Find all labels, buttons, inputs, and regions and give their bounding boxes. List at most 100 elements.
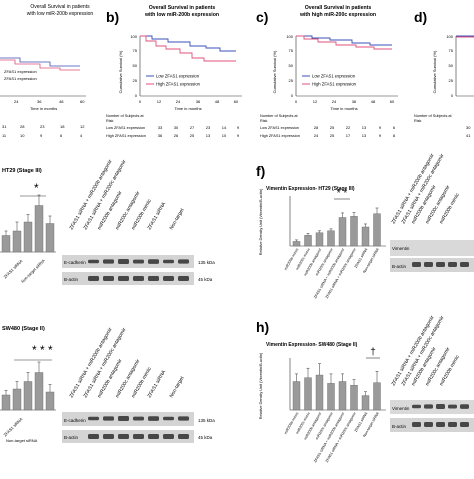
- svg-text:0: 0: [295, 99, 298, 104]
- panel-g-bars: [1, 361, 55, 411]
- panel-c: c) Overall Survival in patients with hig…: [256, 5, 398, 138]
- blot-band: [163, 416, 174, 421]
- svg-text:31: 31: [2, 124, 7, 129]
- blot-band: [88, 416, 99, 421]
- panel-g-ecad-bands: [88, 416, 189, 421]
- panel-b-legend-high: High ZFAS1 expression: [156, 82, 201, 87]
- panel-e-blot-label-actin: B-actin: [64, 277, 79, 282]
- svg-text:9: 9: [379, 125, 382, 130]
- bar: [338, 381, 347, 411]
- svg-text:11: 11: [2, 133, 7, 138]
- panel-c-low-curve: [296, 35, 392, 46]
- panel-h-lane-labels: ZFAS1 siRNA + miR200b antagomir ZFAS1 si…: [391, 315, 462, 387]
- panel-d-letter: d): [414, 9, 427, 25]
- panel-c-xlabel: Time in months: [330, 106, 357, 111]
- svg-text:23: 23: [40, 124, 45, 129]
- panel-a-xlabel: Time in months: [30, 106, 57, 111]
- svg-text:9: 9: [379, 133, 382, 138]
- panel-g-significance: * * *: [32, 343, 53, 357]
- bar: [327, 230, 335, 247]
- svg-text:10: 10: [222, 133, 227, 138]
- svg-text:8: 8: [393, 133, 396, 138]
- panel-a-xtick-4: 60: [80, 99, 85, 104]
- blot-band: [103, 276, 114, 281]
- panel-e-lane-labels: ZFAS1 siRNA + miR200b antagomir ZFAS1 si…: [69, 159, 186, 231]
- blot-band: [448, 262, 457, 267]
- panel-c-yticks: 0 25 50 75 100: [286, 34, 293, 98]
- panel-c-ylabel: Cumulative Survival (%): [272, 50, 277, 93]
- panel-b-title-1: Overall Survival in patients: [149, 5, 216, 11]
- panel-b-risk-values: 33 30 27 23 14 9 36 26 25 13 10 9: [158, 125, 240, 138]
- panel-a-xtick-3: 48: [59, 99, 64, 104]
- svg-text:60: 60: [234, 99, 239, 104]
- blot-band: [163, 434, 174, 439]
- svg-text:13: 13: [362, 125, 367, 130]
- panel-g-blot-label-actin: B-actin: [64, 435, 79, 440]
- bar: [350, 216, 358, 247]
- panel-f-significance: * *: [337, 188, 348, 199]
- panel-f-blot-label-vim: Vimentin: [392, 246, 410, 251]
- bar: [1, 235, 11, 253]
- panel-b-legend-low: Low ZFAS1 expression: [156, 74, 200, 79]
- svg-text:25: 25: [190, 133, 195, 138]
- svg-text:12: 12: [157, 99, 162, 104]
- panel-h-bars: [292, 363, 381, 411]
- panel-d-risk-value-low: 30: [466, 125, 471, 130]
- svg-text:26: 26: [174, 133, 179, 138]
- panel-c-risk-label-low: Low ZFAS1 expression: [260, 126, 299, 130]
- panel-e-significance: *: [34, 181, 39, 195]
- svg-text:33: 33: [158, 125, 163, 130]
- svg-text:9: 9: [40, 133, 43, 138]
- panel-b-risk-header-1: Number of Subjects at: [106, 114, 145, 118]
- panel-h-vim-bands: [412, 404, 469, 409]
- panel-b-risk-header-2: Risk: [106, 119, 113, 123]
- panel-h-blot-label-vim: Vimentin: [392, 406, 410, 411]
- bar: [12, 230, 22, 253]
- panel-a-low-curve: [0, 57, 80, 67]
- svg-text:12: 12: [80, 124, 85, 129]
- svg-text:0: 0: [451, 93, 454, 98]
- panel-g-blot-label-ecad: E-cadherin: [64, 418, 86, 423]
- svg-text:14: 14: [222, 125, 227, 130]
- panel-e-xlabel-2: Non-target siRNA: [20, 258, 46, 284]
- blot-band: [178, 434, 189, 439]
- bar: [292, 381, 301, 411]
- bar: [373, 382, 381, 411]
- blot-band: [88, 434, 99, 439]
- panel-a: Overall Survival in patients with low mi…: [0, 4, 93, 138]
- panel-d-yticks: 0 25 50 75 100: [446, 34, 453, 98]
- panel-f-bars: [292, 207, 381, 247]
- blot-band: [148, 259, 159, 264]
- blot-band: [424, 422, 433, 427]
- panel-e-bars: [1, 194, 55, 253]
- panel-h-letter: h): [256, 319, 269, 335]
- svg-text:25: 25: [330, 133, 335, 138]
- panel-f-title: Vimentin Expression- HT29 (Stage III): [266, 186, 355, 192]
- bar: [373, 213, 381, 247]
- svg-text:22: 22: [346, 125, 351, 130]
- panel-c-risk-header-2: Risk: [260, 119, 267, 123]
- bar: [361, 395, 370, 411]
- panel-a-xtick-2: 36: [37, 99, 42, 104]
- svg-text:24: 24: [314, 133, 319, 138]
- svg-text:50: 50: [289, 63, 294, 68]
- svg-text:27: 27: [190, 125, 195, 130]
- svg-text:48: 48: [371, 99, 376, 104]
- svg-text:25: 25: [449, 78, 454, 83]
- bar: [361, 226, 370, 247]
- blot-band: [103, 259, 114, 264]
- svg-text:12: 12: [313, 99, 318, 104]
- blot-band: [412, 262, 421, 267]
- svg-text:13: 13: [206, 133, 211, 138]
- blot-band: [133, 276, 144, 281]
- panel-d: d) Cumulative Survival (%) 0 25 50 75 10…: [414, 9, 474, 138]
- bar: [315, 232, 324, 247]
- blot-band: [133, 416, 144, 421]
- panel-e-kda-1: 135 kDa: [198, 260, 215, 265]
- panel-e-ecad-bands: [88, 259, 189, 264]
- panel-g-kda-2: 45 kDa: [198, 435, 213, 440]
- bar: [1, 394, 11, 411]
- svg-text:0: 0: [139, 99, 142, 104]
- panel-d-risk-header-2: Risk: [414, 119, 421, 123]
- panel-e-blot-label-ecad: E-cadherin: [64, 260, 86, 265]
